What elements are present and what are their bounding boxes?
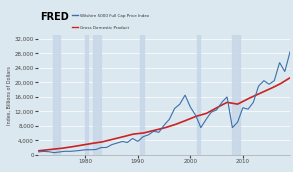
Bar	[232, 35, 240, 155]
Y-axis label: Index, Billions of Dollars: Index, Billions of Dollars	[7, 66, 12, 125]
Bar	[197, 35, 200, 155]
Text: Wilshire 5000 Full Cap Price Index: Wilshire 5000 Full Cap Price Index	[80, 14, 149, 18]
Text: Gross Domestic Product: Gross Domestic Product	[80, 26, 129, 30]
Bar	[140, 35, 144, 155]
Bar	[85, 35, 88, 155]
Bar	[52, 35, 60, 155]
Bar	[93, 35, 101, 155]
Text: FRED: FRED	[41, 12, 69, 22]
